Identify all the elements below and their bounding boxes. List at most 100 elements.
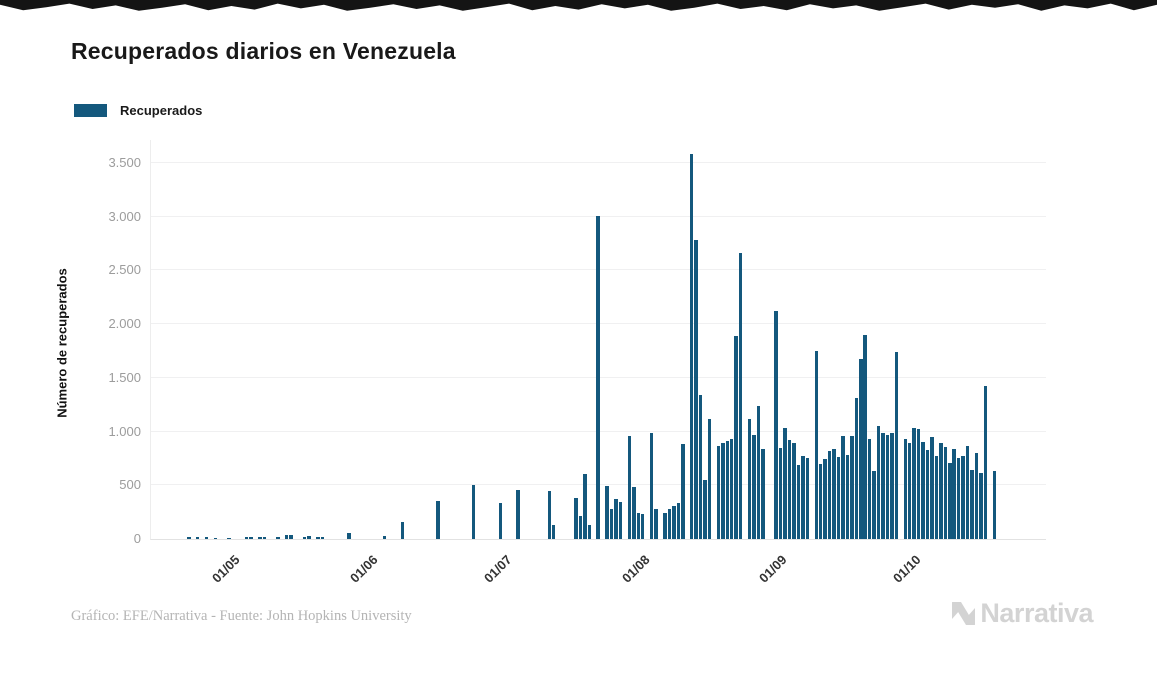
recovered-bar-2020-04-21[interactable] <box>187 536 191 539</box>
recovered-bar-2020-10-05[interactable] <box>930 437 934 539</box>
recovered-bar-2020-08-18[interactable] <box>716 445 721 539</box>
recovered-bar-2020-06-08[interactable] <box>400 522 405 539</box>
recovered-bar-2020-05-08[interactable] <box>262 536 267 539</box>
recovered-bar-2020-09-03[interactable] <box>787 439 792 539</box>
recovered-bar-2020-09-15[interactable] <box>841 435 845 539</box>
recovered-bar-2020-08-06[interactable] <box>663 512 667 539</box>
recovered-bar-2020-09-12[interactable] <box>827 451 832 539</box>
recovered-bar-2020-09-26[interactable] <box>890 432 894 539</box>
recovered-bar-2020-09-18[interactable] <box>854 398 859 539</box>
recovered-bar-2020-07-29[interactable] <box>627 436 632 539</box>
recovered-bar-2020-05-14[interactable] <box>289 534 293 539</box>
recovered-bar-2020-09-27[interactable] <box>894 352 899 539</box>
recovered-bar-2020-10-04[interactable] <box>925 449 930 539</box>
recovered-bar-2020-05-11[interactable] <box>276 536 280 539</box>
recovered-bar-2020-04-25[interactable] <box>204 537 209 539</box>
recovered-bar-2020-10-19[interactable] <box>992 470 996 539</box>
recovered-bar-2020-09-10[interactable] <box>818 463 823 539</box>
recovered-bar-2020-09-29[interactable] <box>903 438 907 539</box>
legend-item-recuperados[interactable]: Recuperados <box>74 103 202 118</box>
recovered-bar-2020-09-20[interactable] <box>863 334 867 539</box>
recovered-bar-2020-05-20[interactable] <box>316 536 320 539</box>
recovered-bar-2020-07-04[interactable] <box>516 489 520 539</box>
recovered-bar-2020-07-24[interactable] <box>605 485 609 539</box>
recovered-bar-2020-04-27[interactable] <box>213 537 218 539</box>
recovered-bar-2020-05-05[interactable] <box>249 537 253 539</box>
recovered-bar-2020-07-25[interactable] <box>609 508 614 539</box>
recovered-bar-2020-08-03[interactable] <box>649 433 654 539</box>
recovered-bar-2020-10-15[interactable] <box>974 452 979 539</box>
recovered-bar-2020-09-24[interactable] <box>881 432 885 539</box>
recovered-bar-2020-09-01[interactable] <box>778 447 783 539</box>
recovered-bar-2020-10-02[interactable] <box>916 429 921 539</box>
recovered-bar-2020-10-16[interactable] <box>979 472 983 539</box>
recovered-bar-2020-08-26[interactable] <box>752 435 756 539</box>
recovered-bar-2020-08-19[interactable] <box>721 443 725 539</box>
recovered-bar-2020-07-30[interactable] <box>632 487 636 539</box>
recovered-bar-2020-09-09[interactable] <box>814 351 818 539</box>
recovered-bar-2020-09-25[interactable] <box>885 434 890 539</box>
recovered-bar-2020-04-30[interactable] <box>227 537 231 539</box>
recovered-bar-2020-09-14[interactable] <box>836 456 841 539</box>
recovered-bar-2020-08-08[interactable] <box>672 505 676 539</box>
recovered-bar-2020-05-21[interactable] <box>320 536 325 539</box>
recovered-bar-2020-10-17[interactable] <box>983 386 988 539</box>
recovered-bar-2020-05-18[interactable] <box>307 536 311 539</box>
recovered-bar-2020-08-04[interactable] <box>654 508 658 539</box>
recovered-bar-2020-05-07[interactable] <box>258 536 262 539</box>
recovered-bar-2020-09-22[interactable] <box>872 470 876 539</box>
recovered-bar-2020-09-05[interactable] <box>796 464 801 539</box>
recovered-bar-2020-07-11[interactable] <box>547 490 551 539</box>
recovered-bar-2020-08-01[interactable] <box>640 514 645 539</box>
recovered-bar-2020-08-20[interactable] <box>725 440 729 539</box>
recovered-bar-2020-08-22[interactable] <box>734 335 738 539</box>
recovered-bar-2020-10-03[interactable] <box>921 442 925 539</box>
recovered-bar-2020-09-07[interactable] <box>805 458 810 539</box>
recovered-bar-2020-07-22[interactable] <box>596 215 600 539</box>
recovered-bar-2020-08-27[interactable] <box>756 406 761 539</box>
recovered-bar-2020-09-04[interactable] <box>792 443 796 539</box>
recovered-bar-2020-09-06[interactable] <box>801 455 805 539</box>
recovered-bar-2020-08-14[interactable] <box>698 395 703 539</box>
recovered-bar-2020-06-24[interactable] <box>471 484 476 539</box>
recovered-bar-2020-07-18[interactable] <box>578 516 583 539</box>
recovered-bar-2020-09-17[interactable] <box>850 435 854 539</box>
recovered-bar-2020-07-19[interactable] <box>583 474 587 539</box>
recovered-bar-2020-10-08[interactable] <box>943 446 948 539</box>
recovered-bar-2020-09-21[interactable] <box>867 439 872 539</box>
recovered-bar-2020-08-23[interactable] <box>738 253 743 539</box>
recovered-bar-2020-05-13[interactable] <box>284 534 289 539</box>
recovered-bar-2020-06-30[interactable] <box>498 503 503 539</box>
recovered-bar-2020-09-11[interactable] <box>823 458 827 539</box>
recovered-bar-2020-09-16[interactable] <box>845 454 850 539</box>
recovered-bar-2020-08-07[interactable] <box>667 508 672 539</box>
recovered-bar-2020-09-30[interactable] <box>907 443 912 539</box>
recovered-bar-2020-08-13[interactable] <box>694 240 698 539</box>
recovered-bar-2020-09-13[interactable] <box>832 448 836 539</box>
recovered-bar-2020-10-13[interactable] <box>965 445 970 539</box>
recovered-bar-2020-10-10[interactable] <box>952 448 956 539</box>
recovered-bar-2020-07-31[interactable] <box>636 513 640 539</box>
recovered-bar-2020-05-04[interactable] <box>244 537 249 539</box>
recovered-bar-2020-07-26[interactable] <box>614 498 618 539</box>
recovered-bar-2020-08-12[interactable] <box>689 154 694 539</box>
recovered-bar-2020-05-17[interactable] <box>302 536 307 539</box>
recovered-bar-2020-08-28[interactable] <box>761 448 765 539</box>
recovered-bar-2020-06-04[interactable] <box>382 535 387 539</box>
recovered-bar-2020-09-02[interactable] <box>783 428 787 539</box>
recovered-bar-2020-10-09[interactable] <box>948 462 952 539</box>
recovered-bar-2020-08-09[interactable] <box>676 503 681 539</box>
recovered-bar-2020-08-15[interactable] <box>703 480 707 539</box>
recovered-bar-2020-05-27[interactable] <box>347 533 351 539</box>
recovered-bar-2020-08-31[interactable] <box>774 311 778 539</box>
recovered-bar-2020-07-17[interactable] <box>574 497 578 539</box>
recovered-bar-2020-07-20[interactable] <box>587 524 592 539</box>
recovered-bar-2020-10-11[interactable] <box>956 458 961 539</box>
recovered-bar-2020-10-12[interactable] <box>961 455 965 539</box>
recovered-bar-2020-08-10[interactable] <box>681 443 685 539</box>
recovered-bar-2020-10-06[interactable] <box>934 455 939 539</box>
recovered-bar-2020-10-14[interactable] <box>970 469 974 539</box>
recovered-bar-2020-08-16[interactable] <box>707 418 712 539</box>
recovered-bar-2020-09-23[interactable] <box>876 425 881 539</box>
recovered-bar-2020-08-25[interactable] <box>747 418 752 539</box>
